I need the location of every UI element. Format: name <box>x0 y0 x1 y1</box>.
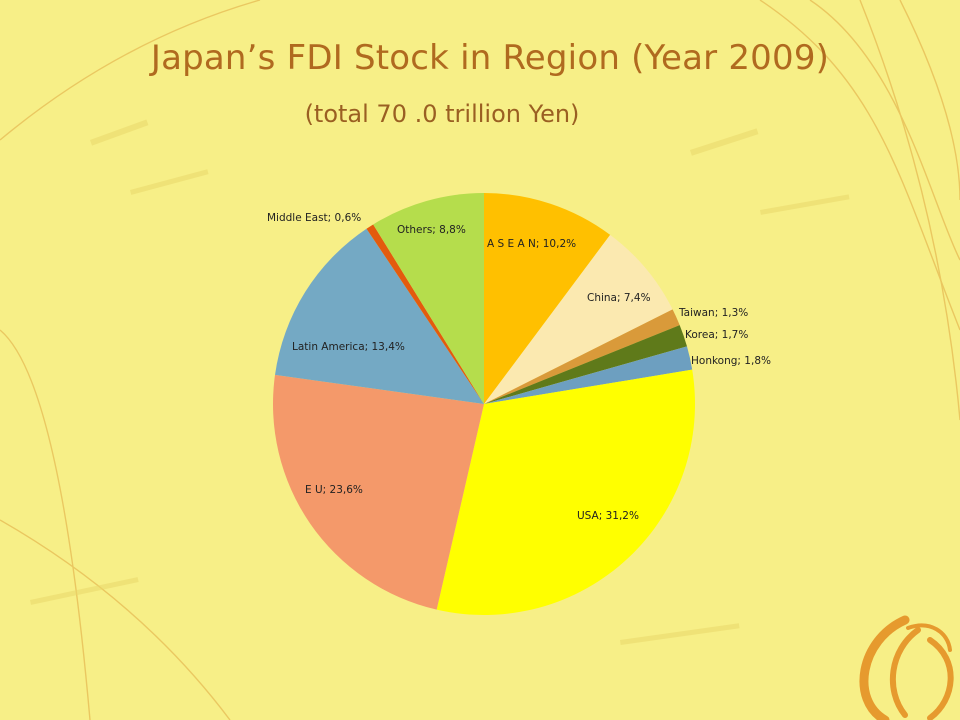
pie-slice-e-u <box>273 374 484 610</box>
slide-subtitle: (total 70 .0 trillion Yen) <box>304 100 580 128</box>
pie-slice-korea <box>484 325 687 404</box>
pie-slice-a-s-e-a-n <box>484 193 611 404</box>
pie-slice-latin-america <box>275 228 484 404</box>
pie-slice-china <box>484 234 673 404</box>
data-label-latin-america: Latin America; 13,4% <box>292 341 405 353</box>
data-label-usa: USA; 31,2% <box>577 510 639 522</box>
data-label-honkong: Honkong; 1,8% <box>691 355 771 367</box>
slide-title: Japan’s FDI Stock in Region (Year 2009) <box>150 38 830 78</box>
data-label-middle-east: Middle East; 0,6% <box>267 212 361 224</box>
pie-slice-others <box>373 193 484 404</box>
pie-slice-taiwan <box>484 309 680 404</box>
data-label-e-u: E U; 23,6% <box>305 484 363 496</box>
pie-slice-honkong <box>484 346 693 404</box>
data-label-a-s-e-a-n: A S E A N; 10,2% <box>487 238 576 250</box>
pie-slice-middle-east <box>366 224 484 404</box>
data-label-taiwan: Taiwan; 1,3% <box>678 307 748 319</box>
data-label-others: Others; 8,8% <box>397 224 466 236</box>
data-label-korea: Korea; 1,7% <box>685 329 748 341</box>
data-label-china: China; 7,4% <box>587 292 651 304</box>
pie-slice-usa <box>436 369 695 616</box>
